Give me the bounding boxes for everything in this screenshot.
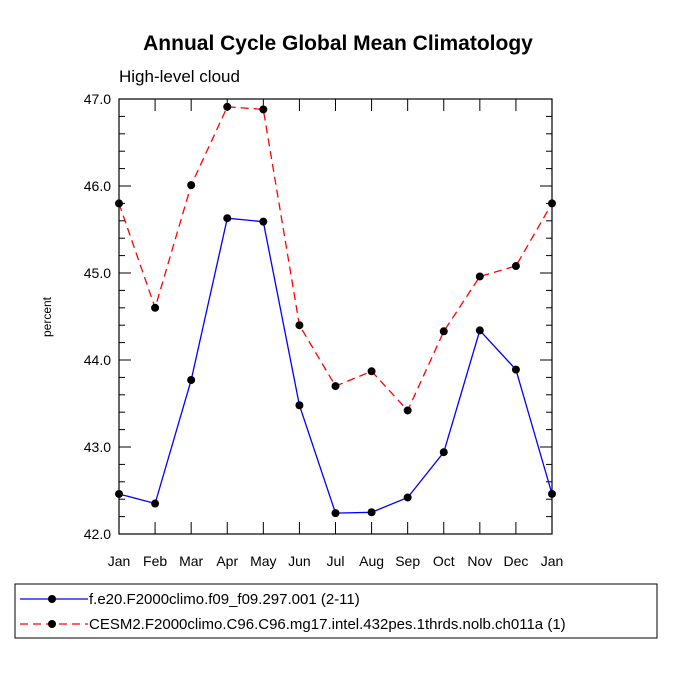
series-2-point <box>511 262 520 271</box>
series-1-point <box>367 508 376 517</box>
series-2-point <box>151 303 160 312</box>
x-tick-label: Dec <box>503 553 528 569</box>
series-2-point <box>367 367 376 376</box>
series-2-point <box>331 382 340 391</box>
series-group <box>115 102 556 518</box>
x-tick-label: Apr <box>216 553 238 569</box>
series-2-point <box>295 321 304 330</box>
y-tick-label: 47.0 <box>84 91 111 107</box>
series-line-2 <box>118 106 553 412</box>
series-1-point <box>511 365 520 374</box>
axis-ticks <box>118 98 553 535</box>
chart-title: Annual Cycle Global Mean Climatology <box>143 32 533 55</box>
series-2-point <box>187 181 196 190</box>
x-tick-label: Aug <box>359 553 384 569</box>
x-tick-label: Jun <box>288 553 311 569</box>
tick-labels: 42.0 43.0 44.0 45.0 46.0 47.0 Jan Feb Mar Apr May J… <box>84 91 564 569</box>
series-1-point <box>223 214 232 223</box>
legend-marker-1 <box>48 595 56 603</box>
series-1-point <box>331 509 340 518</box>
x-tick-label: Jan <box>541 553 564 569</box>
series-1-point <box>295 401 304 410</box>
x-tick-label: Sep <box>395 553 420 569</box>
y-tick-label: 42.0 <box>84 526 111 542</box>
legend-box <box>14 583 658 639</box>
legend-label-2: CESM2.F2000climo.C96.C96.mg17.intel.432p… <box>89 616 566 633</box>
series-line-1 <box>118 217 553 514</box>
y-tick-label: 44.0 <box>84 352 111 368</box>
y-tick-label: 46.0 <box>84 178 111 194</box>
y-tick-label: 43.0 <box>84 439 111 455</box>
x-tick-label: May <box>250 553 276 569</box>
x-tick-label: Mar <box>179 553 203 569</box>
series-1-point <box>151 499 160 508</box>
legend-marker-2 <box>48 620 56 628</box>
x-tick-label: Nov <box>467 553 492 569</box>
x-tick-label: Oct <box>433 553 455 569</box>
series-1-point <box>259 217 268 226</box>
plot-frame <box>118 98 553 535</box>
chart-subtitle: High-level cloud <box>119 67 240 86</box>
series-2-point <box>475 272 484 281</box>
y-axis-label: percent <box>40 296 54 337</box>
legend: f.e20.F2000climo.f09_f09.297.001 (2-11) C… <box>14 583 658 639</box>
x-tick-label: Jul <box>327 553 345 569</box>
series-2-point <box>259 105 268 114</box>
series-2-point <box>403 406 412 415</box>
series-1-point <box>187 376 196 385</box>
series-1-point <box>475 326 484 335</box>
legend-label-1: f.e20.F2000climo.f09_f09.297.001 (2-11) <box>89 591 360 608</box>
x-tick-label: Jan <box>108 553 131 569</box>
series-2-point <box>439 327 448 336</box>
series-1-point <box>439 448 448 457</box>
y-tick-label: 45.0 <box>84 265 111 281</box>
series-2-point <box>223 102 232 111</box>
x-tick-label: Feb <box>143 553 167 569</box>
series-1-point <box>403 493 412 502</box>
